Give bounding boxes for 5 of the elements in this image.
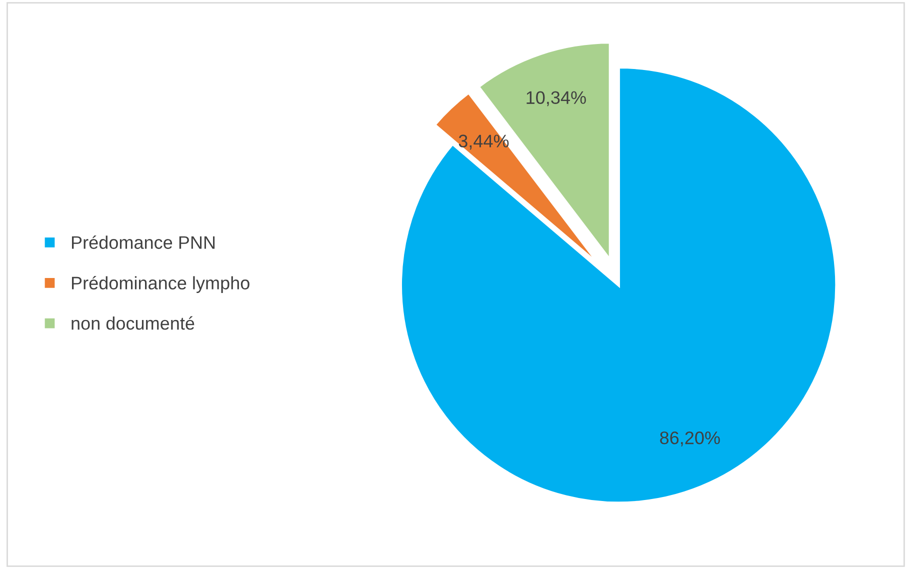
legend-label: Prédomance PNN — [72, 235, 215, 249]
legend-label: non documenté — [72, 316, 194, 330]
legend-label: Prédominance lympho — [72, 276, 250, 294]
data-label: 86,20% — [660, 431, 720, 446]
data-label: 10,34% — [526, 91, 586, 106]
